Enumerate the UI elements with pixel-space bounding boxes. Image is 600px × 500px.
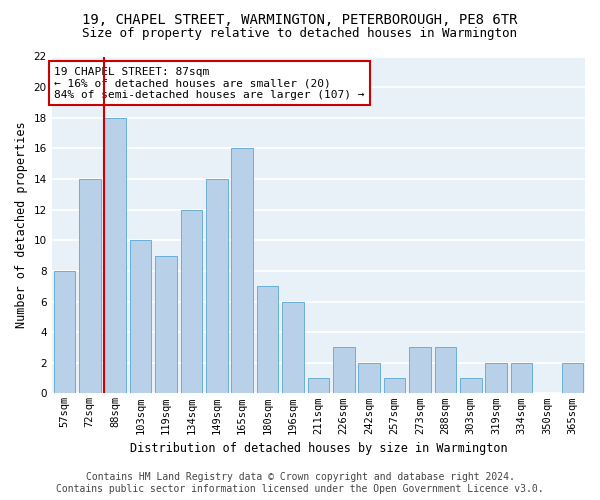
Bar xyxy=(232,148,253,394)
Bar xyxy=(79,179,101,394)
Bar xyxy=(130,240,151,394)
Bar xyxy=(562,363,583,394)
Bar xyxy=(308,378,329,394)
Bar xyxy=(155,256,177,394)
X-axis label: Distribution of detached houses by size in Warmington: Distribution of detached houses by size … xyxy=(130,442,507,455)
Bar xyxy=(485,363,507,394)
Bar xyxy=(409,348,431,394)
Bar xyxy=(358,363,380,394)
Bar xyxy=(104,118,126,394)
Text: Contains HM Land Registry data © Crown copyright and database right 2024.
Contai: Contains HM Land Registry data © Crown c… xyxy=(56,472,544,494)
Text: 19 CHAPEL STREET: 87sqm
← 16% of detached houses are smaller (20)
84% of semi-de: 19 CHAPEL STREET: 87sqm ← 16% of detache… xyxy=(55,66,365,100)
Bar xyxy=(257,286,278,394)
Text: 19, CHAPEL STREET, WARMINGTON, PETERBOROUGH, PE8 6TR: 19, CHAPEL STREET, WARMINGTON, PETERBORO… xyxy=(82,12,518,26)
Text: Size of property relative to detached houses in Warmington: Size of property relative to detached ho… xyxy=(83,28,517,40)
Bar xyxy=(511,363,532,394)
Bar xyxy=(434,348,456,394)
Bar xyxy=(282,302,304,394)
Bar xyxy=(181,210,202,394)
Bar xyxy=(206,179,227,394)
Y-axis label: Number of detached properties: Number of detached properties xyxy=(15,122,28,328)
Bar xyxy=(333,348,355,394)
Bar xyxy=(384,378,406,394)
Bar xyxy=(460,378,482,394)
Bar xyxy=(53,271,75,394)
